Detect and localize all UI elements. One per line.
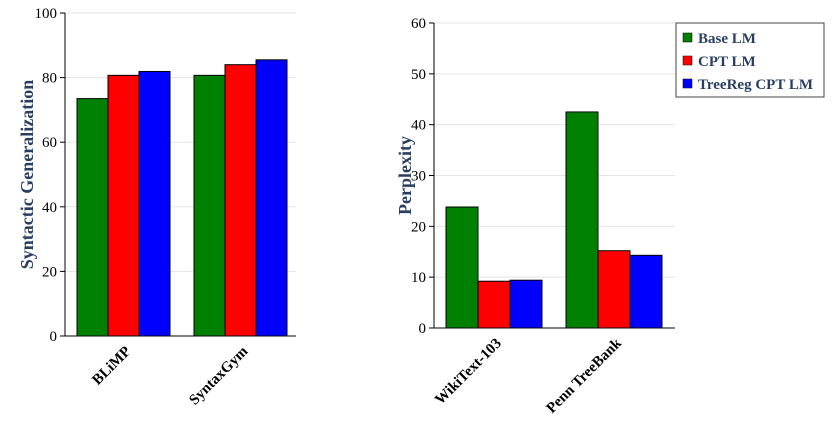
bar-cpt-lm-syntaxgym [224,64,257,337]
bar-base-lm-blimp [76,98,109,337]
y-tick-label: 100 [35,6,58,22]
bar-base-lm-syntaxgym [193,74,226,337]
y-tick-label: 60 [42,135,57,151]
bar-treereg-cpt-lm-penn-treebank [629,254,663,329]
y-tick-label: 20 [411,219,426,235]
x-category-label: BLiMP [89,344,134,389]
y-tick-label: 10 [411,270,426,286]
y-tick-label: 0 [50,329,58,345]
x-category-label: WikiText-103 [432,336,505,409]
bar-cpt-lm-penn-treebank [597,250,631,329]
y-tick-label: 0 [419,321,427,337]
legend-label: Base LM [698,31,756,47]
x-category-label: SyntaxGym [186,343,251,408]
y-tick-label: 20 [42,264,57,280]
bar-treereg-cpt-lm-blimp [138,70,171,337]
bar-base-lm-wikitext-103 [445,206,479,329]
y-tick-label: 50 [411,67,426,83]
right-chart-panel: 0 10 20 30 40 50 60 WikiText-103 Penn TreeBank Pe… [395,16,675,417]
y-tick-label: 80 [42,71,57,87]
y-tick-label: 40 [411,118,426,134]
y-axis-title: Perplexity [395,136,415,215]
y-axis-title: Syntactic Generalization [17,80,37,269]
y-tick-label: 30 [411,169,426,185]
bar-treereg-cpt-lm-syntaxgym [255,59,288,337]
legend-swatch [682,32,693,43]
bar-treereg-cpt-lm-wikitext-103 [509,279,543,329]
legend-swatch [682,78,693,89]
y-tick-label: 60 [411,16,426,32]
legend-swatch [682,55,693,66]
legend-label: TreeReg CPT LM [698,77,813,93]
legend-label: CPT LM [698,54,756,70]
y-tick-label: 40 [42,200,57,216]
x-category-label: Penn TreeBank [544,335,626,417]
legend-box [675,22,825,98]
bar-base-lm-penn-treebank [565,111,599,329]
bar-cpt-lm-wikitext-103 [477,280,511,329]
bar-cpt-lm-blimp [107,74,140,337]
chart-legend: Base LM CPT LM TreeReg CPT LM [675,22,825,98]
left-chart-panel: 0 20 40 60 80 100 BLiMP SyntaxGym Syntactic Gene… [17,6,296,408]
